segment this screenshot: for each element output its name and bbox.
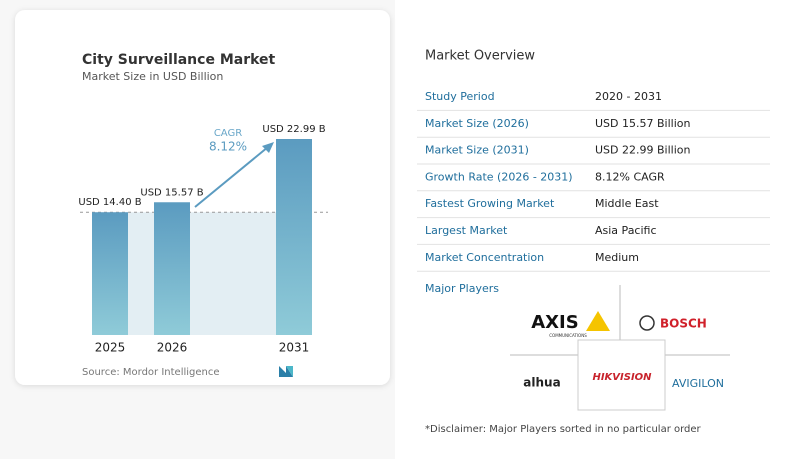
chart-subtitle: Market Size in USD Billion (82, 70, 223, 83)
disclaimer: *Disclaimer: Major Players sorted in no … (425, 424, 702, 435)
value-label: USD 22.99 B (262, 124, 325, 135)
logo-avigilon: AVIGILON (672, 377, 724, 390)
value-label: USD 15.57 B (140, 187, 203, 198)
players-title: Major Players (425, 282, 499, 295)
bar (154, 202, 190, 335)
axis-triangle (586, 311, 610, 331)
row-value: Middle East (595, 197, 659, 210)
bosch-mark (639, 315, 655, 331)
source-logo (279, 366, 293, 377)
row-label: Market Size (2026) (425, 117, 529, 130)
row-value: USD 15.57 Billion (595, 117, 690, 130)
row-label: Growth Rate (2026 - 2031) (425, 170, 573, 183)
logo-bosch: BOSCH (660, 317, 707, 331)
logo-hikvision: HIKVISION (592, 372, 652, 383)
row-label: Market Size (2031) (425, 144, 529, 157)
overview-title: Market Overview (425, 49, 535, 64)
row-label: Largest Market (425, 224, 508, 237)
cagr-arrow (194, 146, 269, 208)
cagr-value: 8.12% (209, 140, 247, 154)
x-tick-label: 2031 (279, 341, 310, 355)
bar (276, 139, 312, 335)
divider-box (577, 339, 666, 411)
reference-area (128, 212, 276, 335)
source: Source: Mordor Intelligence (82, 367, 220, 378)
chart-title: City Surveillance Market (82, 52, 276, 68)
bar (92, 212, 128, 335)
x-tick-label: 2026 (157, 341, 188, 355)
row-value: 2020 - 2031 (595, 90, 662, 103)
x-tick-label: 2025 (95, 341, 126, 355)
row-label: Fastest Growing Market (425, 197, 555, 210)
logo-dahua: alhua (523, 376, 560, 390)
row-label: Market Concentration (425, 251, 544, 264)
row-value: Medium (595, 251, 639, 264)
row-value: Asia Pacific (595, 224, 657, 237)
value-label: USD 14.40 B (78, 197, 141, 208)
cagr-label: CAGR (214, 128, 242, 139)
row-value: 8.12% CAGR (595, 170, 665, 183)
logo-axis-sub: COMMUNICATIONS (549, 333, 587, 338)
row-label: Study Period (425, 90, 495, 103)
right-panel (395, 0, 800, 459)
row-value: USD 22.99 Billion (595, 144, 690, 157)
logo-axis: AXIS (531, 312, 578, 333)
arrow-head (262, 142, 274, 153)
